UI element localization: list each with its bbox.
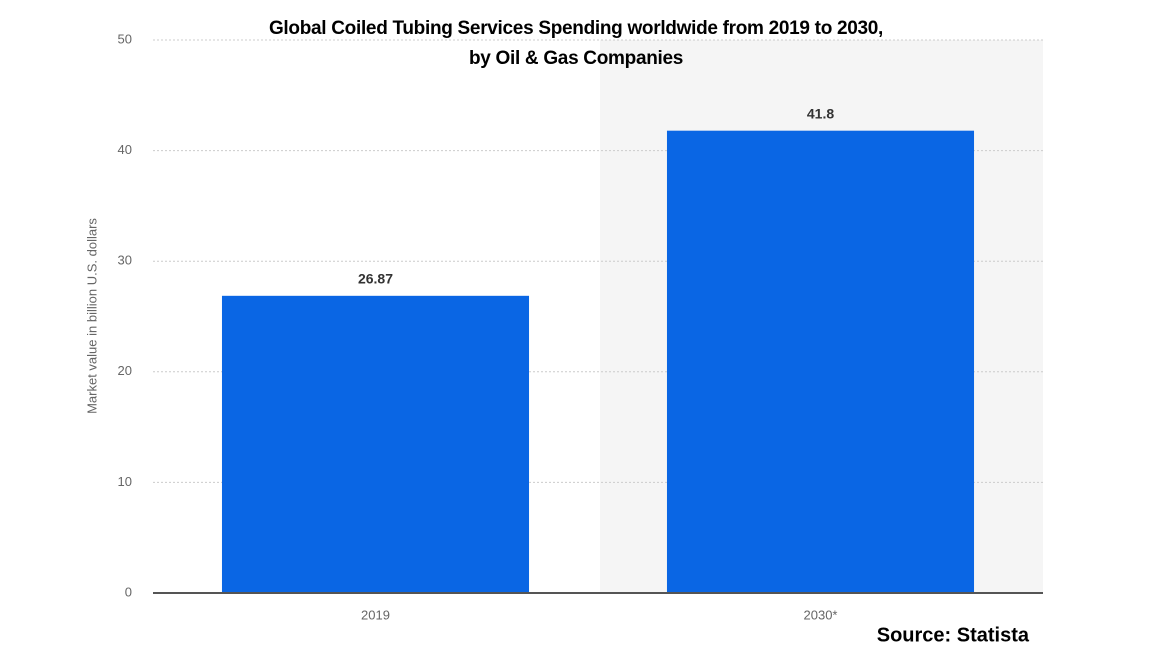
y-tick-label: 0 [125,584,132,599]
bar [666,130,975,593]
chart-title: by Oil & Gas Companies [469,48,683,69]
y-tick-label: 20 [118,363,132,378]
y-tick-label: 10 [118,474,132,489]
value-label: 41.8 [807,105,834,121]
y-tick-label: 30 [118,253,132,268]
x-tick-label: 2019 [361,607,390,622]
source: Source: Statista [877,624,1030,646]
y-tick-label: 50 [118,31,132,46]
x-tick-label: 2030* [804,607,838,622]
y-axis-label: Market value in billion U.S. dollars [84,218,99,414]
y-tick-label: 40 [118,142,132,157]
bar [221,295,530,593]
chart-title: Global Coiled Tubing Services Spending w… [269,18,883,39]
value-label: 26.87 [358,271,393,287]
